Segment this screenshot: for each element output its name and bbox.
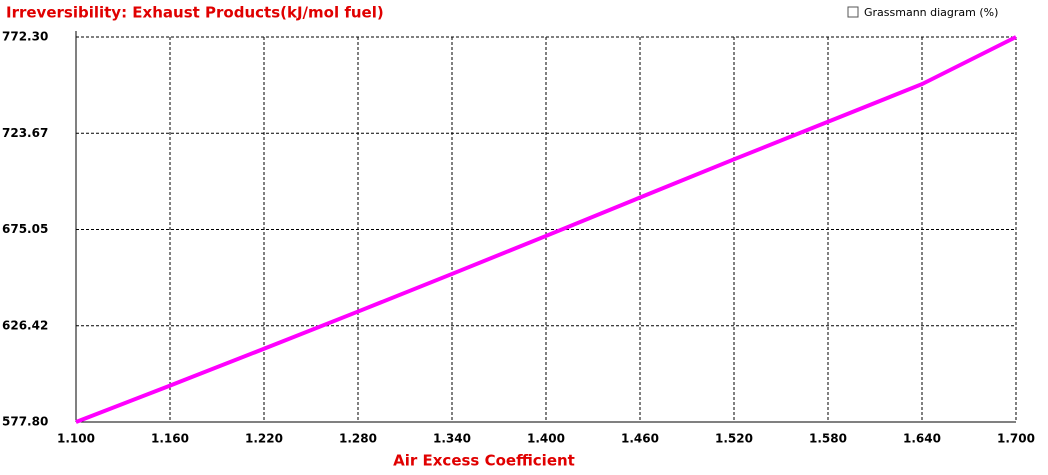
- x-tick-label: 1.340: [433, 432, 471, 446]
- chart-title: Irreversibility: Exhaust Products(kJ/mol…: [6, 4, 384, 22]
- checkbox-box[interactable]: [847, 6, 859, 18]
- x-tick-label: 1.400: [527, 432, 565, 446]
- x-tick-label: 1.460: [621, 432, 659, 446]
- x-tick-label: 1.640: [903, 432, 941, 446]
- x-tick-label: 1.160: [151, 432, 189, 446]
- x-tick-label: 1.520: [715, 432, 753, 446]
- x-tick-label: 1.580: [809, 432, 847, 446]
- line-series: [75, 35, 1017, 424]
- x-tick-label: 1.280: [339, 432, 377, 446]
- checkbox[interactable]: Grassmann diagram (%): [847, 6, 998, 19]
- y-tick-label: 723.67: [2, 126, 48, 140]
- x-axis-label: Air Excess Coefficient: [393, 452, 575, 470]
- y-tick-label: 626.42: [2, 318, 48, 332]
- y-tick-label: 675.05: [2, 222, 48, 236]
- checkbox-label[interactable]: Grassmann diagram (%): [864, 6, 998, 19]
- y-tick-label: 577.80: [2, 415, 48, 429]
- x-tick-label: 1.700: [997, 432, 1035, 446]
- x-tick-label: 1.220: [245, 432, 283, 446]
- y-tick-label: 772.30: [2, 30, 48, 44]
- x-tick-label: 1.100: [57, 432, 95, 446]
